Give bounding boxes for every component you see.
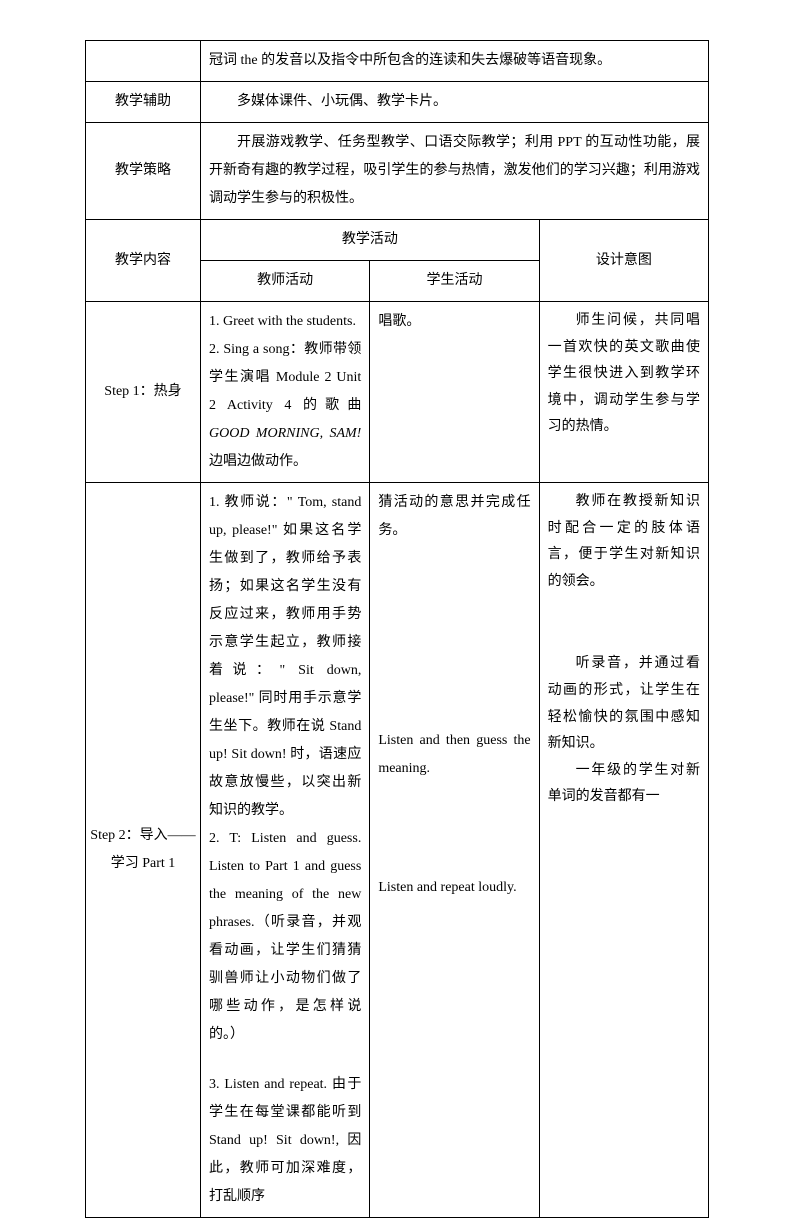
step2-design-p2: 听录音，并通过看动画的形式，让学生在轻松愉快的氛围中感知新知识。	[548, 651, 700, 757]
step2-teacher-p2: 2. T: Listen and guess. Listen to Part 1…	[209, 825, 361, 1049]
step2-label-1: Step 2：导入——	[90, 822, 196, 850]
header-activity: 教学活动	[201, 220, 540, 261]
step2-teacher: 1. 教师说：" Tom, stand up, please!" 如果这名学生做…	[201, 483, 370, 1218]
step1-design: 师生问候，共同唱一首欢快的英文歌曲使学生很快进入到教学环境中，调动学生参与学习的…	[539, 302, 708, 483]
row-activity-header: 教学内容 教学活动 设计意图	[86, 220, 709, 261]
label-teaching-strategy: 教学策略	[86, 123, 201, 220]
header-student: 学生活动	[370, 261, 539, 302]
row-teaching-aids: 教学辅助 多媒体课件、小玩偶、教学卡片。	[86, 82, 709, 123]
step1-student: 唱歌。	[370, 302, 539, 483]
label-teaching-aids: 教学辅助	[86, 82, 201, 123]
step2-teacher-p1: 1. 教师说：" Tom, stand up, please!" 如果这名学生做…	[209, 489, 361, 825]
step2-student: 猜活动的意思并完成任务。 Listen and then guess the m…	[370, 483, 539, 1218]
step2-label: Step 2：导入—— 学习 Part 1	[86, 483, 201, 1218]
row-step2: Step 2：导入—— 学习 Part 1 1. 教师说：" Tom, stan…	[86, 483, 709, 1218]
step2-design-p1: 教师在教授新知识时配合一定的肢体语言，便于学生对新知识的领会。	[548, 489, 700, 595]
content-teaching-strategy: 开展游戏教学、任务型教学、口语交际教学；利用 PPT 的互动性功能，展开新奇有趣…	[201, 123, 709, 220]
step1-teacher: 1. Greet with the students. 2. Sing a so…	[201, 302, 370, 483]
step2-teacher-p3: 3. Listen and repeat. 由于学生在每堂课都能听到 Stand…	[209, 1071, 361, 1211]
step2-student-p1: 猜活动的意思并完成任务。	[378, 489, 530, 545]
step1-teacher-rest: 边唱边做动作。	[209, 454, 307, 469]
step1-teacher-line2: 2. Sing a song：教师带领学生演唱 Module 2 Unit 2 …	[209, 342, 361, 413]
continuation-content: 冠词 the 的发音以及指令中所包含的连读和失去爆破等语音现象。	[201, 41, 709, 82]
step2-design-p3: 一年级的学生对新单词的发音都有一	[548, 758, 700, 811]
row-step1: Step 1：热身 1. Greet with the students. 2.…	[86, 302, 709, 483]
step2-design: 教师在教授新知识时配合一定的肢体语言，便于学生对新知识的领会。 听录音，并通过看…	[539, 483, 708, 1218]
header-content: 教学内容	[86, 220, 201, 302]
step1-teacher-italic: GOOD MORNING, SAM!	[209, 426, 361, 441]
step2-student-p2: Listen and then guess the meaning.	[378, 727, 530, 783]
header-design: 设计意图	[539, 220, 708, 302]
header-teacher: 教师活动	[201, 261, 370, 302]
row-teaching-strategy: 教学策略 开展游戏教学、任务型教学、口语交际教学；利用 PPT 的互动性功能，展…	[86, 123, 709, 220]
step2-label-2: 学习 Part 1	[90, 850, 196, 878]
row-continuation: 冠词 the 的发音以及指令中所包含的连读和失去爆破等语音现象。	[86, 41, 709, 82]
lesson-plan-table: 冠词 the 的发音以及指令中所包含的连读和失去爆破等语音现象。 教学辅助 多媒…	[85, 40, 709, 1218]
step1-label: Step 1：热身	[86, 302, 201, 483]
step2-student-p3: Listen and repeat loudly.	[378, 874, 530, 902]
step1-teacher-line1: 1. Greet with the students.	[209, 308, 361, 336]
content-teaching-aids: 多媒体课件、小玩偶、教学卡片。	[201, 82, 709, 123]
